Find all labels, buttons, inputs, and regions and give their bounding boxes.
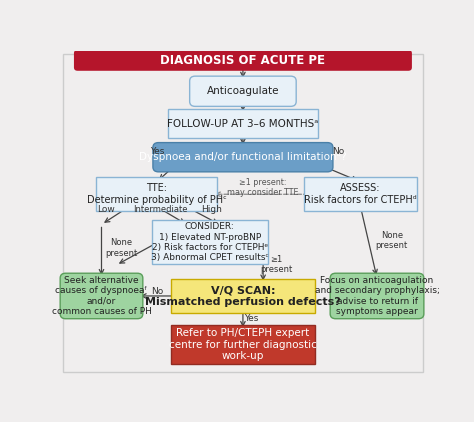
Text: ASSESS:
Risk factors for CTEPHᵈ: ASSESS: Risk factors for CTEPHᵈ [304, 184, 417, 205]
Text: No: No [332, 147, 345, 156]
Text: Dyspnoea and/or functional limitationᵇ?: Dyspnoea and/or functional limitationᵇ? [139, 152, 347, 162]
Text: Seek alternative
causes of dyspnoeaᶠ
and/or
common causes of PH: Seek alternative causes of dyspnoeaᶠ and… [52, 276, 151, 316]
Text: None
present: None present [375, 231, 408, 250]
FancyBboxPatch shape [60, 273, 143, 319]
FancyBboxPatch shape [171, 325, 315, 364]
FancyBboxPatch shape [303, 177, 418, 211]
FancyBboxPatch shape [153, 143, 333, 172]
FancyBboxPatch shape [330, 273, 424, 319]
Text: ≥1 present:
may consider TTE: ≥1 present: may consider TTE [228, 178, 299, 197]
Text: Yes: Yes [151, 147, 165, 156]
FancyBboxPatch shape [152, 220, 268, 264]
FancyBboxPatch shape [190, 76, 296, 106]
Text: Intermediate: Intermediate [133, 206, 188, 214]
Text: DIAGNOSIS OF ACUTE PE: DIAGNOSIS OF ACUTE PE [160, 54, 326, 67]
Text: Low: Low [97, 206, 115, 214]
Text: ≥1
present: ≥1 present [261, 255, 293, 274]
Text: FOLLOW-UP AT 3–6 MONTHSᵃ: FOLLOW-UP AT 3–6 MONTHSᵃ [167, 119, 319, 129]
FancyBboxPatch shape [168, 109, 318, 138]
Text: Focus on anticoagulation
and secondary prophylaxis;
advise to return if
symptoms: Focus on anticoagulation and secondary p… [315, 276, 439, 316]
Text: No: No [152, 287, 164, 296]
Text: Anticoagulate: Anticoagulate [207, 86, 279, 96]
Text: Yes: Yes [244, 314, 258, 322]
Text: TTE:
Determine probability of PHᶜ: TTE: Determine probability of PHᶜ [87, 184, 227, 205]
FancyBboxPatch shape [96, 177, 217, 211]
Text: CONSIDER:
1) Elevated NT-proBNP
2) Risk factors for CTEPHᵉ
3) Abnormal CPET resu: CONSIDER: 1) Elevated NT-proBNP 2) Risk … [151, 222, 269, 262]
FancyBboxPatch shape [171, 279, 315, 313]
Text: High: High [201, 205, 222, 214]
FancyBboxPatch shape [74, 50, 412, 71]
Text: V/Q SCAN:
Mismatched perfusion defects?: V/Q SCAN: Mismatched perfusion defects? [145, 285, 341, 307]
Text: None
present: None present [105, 238, 137, 257]
Text: Refer to PH/CTEPH expert
centre for further diagnostic
work-up: Refer to PH/CTEPH expert centre for furt… [169, 328, 317, 361]
